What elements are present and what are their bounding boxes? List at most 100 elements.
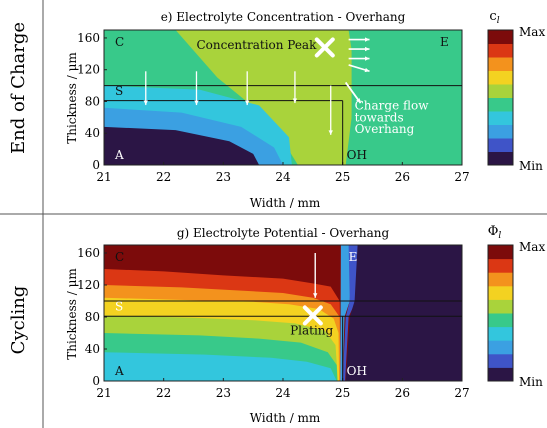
x-tick-label: 24	[275, 386, 291, 400]
y-axis-label: Thickness / μm	[65, 268, 79, 360]
x-tick-label: 25	[335, 170, 350, 184]
y-tick-label: 120	[77, 63, 100, 77]
right-arrow-icon	[348, 46, 370, 52]
colorbar-segment	[488, 353, 513, 368]
region-label-cathode: C	[115, 250, 124, 264]
row-label-end-of-charge: End of Charge	[8, 22, 29, 154]
y-tick-label: 80	[85, 310, 100, 324]
colorbar-segment	[488, 326, 513, 341]
x-tick-label: 21	[96, 170, 111, 184]
y-tick-label: 40	[85, 126, 100, 140]
down-arrow-icon-head	[292, 98, 298, 104]
colorbar-segment	[488, 138, 513, 152]
contour-band-7	[104, 126, 260, 165]
cross-stroke-b	[314, 37, 335, 58]
panel-electrolyte-concentration: End of Charge e) Electrolyte Concentrati…	[8, 9, 545, 210]
down-arrow-icon	[143, 71, 148, 106]
colorbar: Max Min Φl	[487, 224, 545, 389]
colorbar-segment	[488, 245, 513, 260]
region-label-electrolyte: E	[440, 35, 449, 49]
colorbar-segment	[488, 313, 513, 328]
cross-stroke-b	[302, 305, 323, 326]
colorbar-segment	[488, 299, 513, 314]
contour-layers	[104, 245, 462, 381]
region-label-cathode: C	[115, 35, 124, 49]
x-tick-label: 26	[395, 170, 410, 184]
x-tick-label: 23	[216, 386, 231, 400]
colorbar-title-main: Φ	[488, 224, 499, 239]
right-arrow-icon-head	[365, 37, 370, 42]
colorbar: Max Min cl	[487, 9, 545, 173]
colorbar-segment	[488, 258, 513, 273]
y-tick-label: 160	[77, 31, 100, 45]
colorbar-max-label: Max	[519, 240, 545, 254]
down-arrow-icon	[245, 71, 250, 106]
colorbar-frame	[487, 29, 514, 166]
region-label-separator: S	[115, 300, 123, 314]
down-arrow-icon	[328, 85, 333, 135]
x-tick-label: 27	[454, 386, 469, 400]
panel-title: g) Electrolyte Potential - Overhang	[177, 226, 390, 240]
row-label-cycling: Cycling	[8, 286, 29, 355]
down-arrow-icon-head	[313, 293, 318, 298]
down-arrow-icon-head	[328, 130, 333, 135]
annotation-plating: Plating	[290, 324, 333, 338]
region-label-anode: A	[114, 364, 124, 378]
annotation-overhang: Overhang	[355, 122, 415, 136]
y-axis-label: Thickness / μm	[65, 52, 79, 144]
contour-band-8	[345, 245, 462, 381]
y-tick-label: 40	[85, 342, 100, 356]
colorbar-segment	[488, 30, 513, 44]
colorbar-frame	[487, 244, 514, 382]
right-arrow-icon	[348, 64, 370, 73]
contour-band-8	[345, 30, 462, 165]
region-label-separator: S	[115, 84, 123, 98]
axis-ticks: 21 22 23 24 25 26 27 0 40 80 120 160	[77, 246, 470, 400]
x-axis-label: Width / mm	[250, 196, 321, 210]
x-tick-label: 27	[454, 170, 469, 184]
x-tick-label: 26	[395, 386, 410, 400]
region-overlays: C S A E OH Concentration Peak Charge flowtowar…	[104, 35, 462, 165]
y-tick-label: 160	[77, 246, 100, 260]
right-arrow-icon	[348, 56, 370, 61]
contour-band-4	[175, 30, 352, 165]
colorbar-max-label: Max	[519, 25, 545, 39]
down-arrow-icon	[313, 253, 318, 298]
region-label-overhang: OH	[347, 364, 367, 378]
right-arrow-icon-head	[364, 67, 370, 73]
colorbar-title-sub: l	[498, 231, 501, 241]
colorbar-segment	[488, 151, 513, 166]
colorbar-segment	[488, 97, 513, 112]
contour-band-5	[104, 352, 337, 381]
annotation-concentration-peak: Concentration Peak	[196, 38, 317, 52]
region-label-anode: A	[114, 148, 124, 162]
x-tick-label: 25	[335, 386, 350, 400]
colorbar-segment	[488, 272, 513, 287]
right-arrow-icon-head	[365, 56, 370, 61]
colorbar-title: Φl	[488, 224, 502, 241]
cross-marker-icon	[302, 305, 323, 326]
region-overlays: C S A E OH Plating	[104, 250, 462, 381]
colorbar-segment	[488, 84, 513, 98]
colorbar-segment	[488, 43, 513, 58]
region-label-electrolyte: E	[349, 250, 358, 264]
colorbar-title-main: c	[489, 9, 496, 24]
right-arrow-icon-head	[356, 98, 361, 104]
axis-ticks: 21 22 23 24 25 26 27 0 40 80 120 160	[77, 31, 470, 184]
right-arrow-icon	[348, 37, 370, 42]
x-tick-label: 24	[275, 170, 291, 184]
region-label-overhang: OH	[347, 148, 367, 162]
right-arrow-icon	[344, 81, 362, 104]
right-arrow-icon-head	[365, 46, 370, 52]
y-tick-label: 0	[92, 158, 100, 172]
x-axis-label: Width / mm	[250, 411, 321, 425]
colorbar-segment	[488, 340, 513, 355]
down-arrow-icon-head	[245, 100, 250, 106]
down-arrow-icon-head	[143, 100, 148, 106]
annotation-towards: towards	[355, 110, 404, 124]
colorbar-segment	[488, 124, 513, 139]
contour-plot	[103, 244, 463, 382]
x-tick-label: 23	[216, 170, 231, 184]
x-tick-label: 22	[156, 386, 171, 400]
